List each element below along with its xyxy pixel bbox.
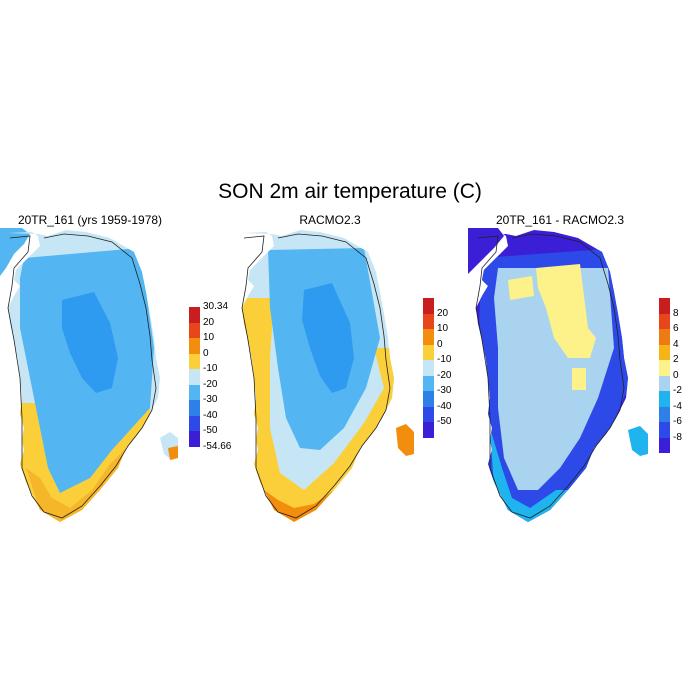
colorbar-label: 0 — [203, 347, 209, 359]
greenland-map-diff — [468, 228, 648, 522]
ellesmere-island-shape — [468, 228, 504, 274]
colorbar-box — [423, 329, 434, 345]
colorbar-box — [423, 391, 434, 407]
colorbar-box — [659, 344, 670, 360]
colorbar-label: 4 — [673, 338, 679, 350]
panel-model-title: 20TR_161 (yrs 1959-1978) — [17, 213, 163, 227]
colorbar-label: -2 — [673, 385, 682, 396]
panel-diff-title: 20TR_161 - RACMO2.3 — [495, 213, 625, 227]
colorbar-box — [423, 422, 434, 438]
colorbar-box — [659, 422, 670, 438]
colorbar-label: -40 — [203, 409, 218, 421]
colorbar-box — [423, 313, 434, 329]
colorbar-box — [423, 360, 434, 376]
coastline — [241, 233, 391, 519]
region-minus40-shape — [302, 283, 354, 393]
colorbar-box — [659, 360, 670, 376]
coastline — [475, 233, 625, 519]
colorbar-box — [659, 437, 670, 453]
colorbar-label: -40 — [437, 400, 452, 412]
region-plus1-shape-a — [536, 264, 596, 358]
svalbard-shape — [396, 424, 414, 456]
colorbar-box — [659, 375, 670, 391]
colorbar-label: 20 — [437, 307, 449, 319]
panel-racmo-title: RACMO2.3 — [299, 213, 361, 227]
colorbar-label: -50 — [203, 425, 218, 436]
colorbar-label: -30 — [203, 394, 218, 405]
colorbar-label: 0 — [437, 338, 443, 350]
colorbar-label: -50 — [437, 416, 452, 427]
colorbar-box — [189, 322, 200, 338]
colorbar-box — [189, 400, 200, 416]
colorbar-box — [189, 353, 200, 369]
colorbar-box — [659, 313, 670, 329]
colorbar-box — [659, 406, 670, 422]
greenland-map-model — [0, 228, 178, 522]
greenland-map-racmo — [241, 230, 414, 522]
colorbar-label: -20 — [437, 369, 452, 381]
coastline — [7, 233, 157, 519]
colorbar-box — [423, 298, 434, 314]
colorbar-box — [189, 369, 200, 385]
colorbar-label: 0 — [673, 369, 679, 381]
colorbar-label: -10 — [437, 354, 452, 365]
colorbar-label: -54.66 — [203, 440, 232, 452]
svalbard-warm-shape — [168, 446, 178, 460]
colorbar-label: 30.34 — [203, 301, 229, 312]
colorbar-label: 8 — [673, 307, 679, 319]
colorbar-box — [423, 344, 434, 360]
colorbar-box — [189, 307, 200, 323]
colorbar-label: -20 — [203, 378, 218, 390]
ellesmere-island-shape — [0, 228, 30, 276]
region-plus1-shape-b — [508, 276, 534, 300]
colorbar-label: -6 — [673, 416, 682, 427]
region-minus2-shape — [490, 428, 568, 522]
region-minus0-coast-shape — [26, 448, 126, 522]
colorbar-box — [189, 384, 200, 400]
colorbar-label: 20 — [203, 316, 215, 328]
colorbar-box — [423, 375, 434, 391]
figure-title: SON 2m air temperature (C) — [218, 180, 482, 203]
colorbar-box — [423, 406, 434, 422]
svalbard-shape — [628, 426, 648, 456]
colorbar-box — [659, 298, 670, 314]
colorbar-label: -4 — [673, 400, 682, 412]
colorbar-label: -8 — [673, 431, 682, 443]
colorbar-label: 10 — [203, 332, 215, 343]
colorbar-label: 2 — [673, 354, 679, 365]
colorbar-label: -10 — [203, 363, 218, 374]
region-minus40-shape — [62, 292, 118, 393]
colorbar-box — [659, 391, 670, 407]
colorbar-box — [189, 338, 200, 354]
region-zero-coast-shape — [264, 490, 334, 522]
region-plus1-shape-c — [572, 368, 586, 390]
colorbar-label: 10 — [437, 323, 449, 334]
colorbar-label: 6 — [673, 323, 679, 334]
colorbar-box — [189, 415, 200, 431]
colorbar-box — [189, 431, 200, 447]
colorbar-label: -30 — [437, 385, 452, 396]
colorbar-box — [659, 329, 670, 345]
